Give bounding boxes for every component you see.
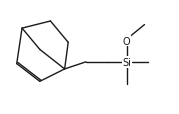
Text: O: O <box>123 36 131 46</box>
Text: Si: Si <box>122 57 131 67</box>
